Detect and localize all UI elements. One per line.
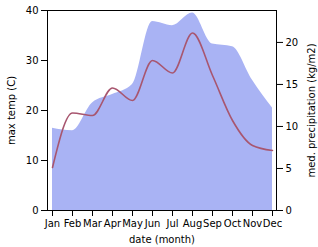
- svg-text:Sep: Sep: [203, 218, 222, 229]
- svg-text:Aug: Aug: [183, 218, 203, 229]
- svg-text:20: 20: [286, 37, 299, 48]
- svg-text:Dec: Dec: [263, 218, 282, 229]
- svg-text:Nov: Nov: [243, 218, 263, 229]
- svg-text:May: May: [122, 218, 143, 229]
- svg-text:0: 0: [32, 205, 38, 216]
- svg-text:Oct: Oct: [224, 218, 241, 229]
- svg-text:30: 30: [26, 55, 39, 66]
- svg-text:Mar: Mar: [83, 218, 103, 229]
- svg-text:max temp (C): max temp (C): [6, 76, 17, 145]
- svg-text:Apr: Apr: [104, 218, 122, 229]
- svg-text:40: 40: [26, 5, 39, 16]
- svg-text:Jun: Jun: [144, 218, 161, 229]
- svg-text:Feb: Feb: [64, 218, 82, 229]
- svg-text:15: 15: [286, 79, 299, 90]
- svg-text:10: 10: [26, 155, 39, 166]
- svg-text:date (month): date (month): [129, 234, 195, 245]
- svg-text:20: 20: [26, 105, 39, 116]
- svg-text:10: 10: [286, 121, 299, 132]
- svg-text:med. precipitation (kg/m2): med. precipitation (kg/m2): [306, 43, 317, 177]
- svg-text:Jan: Jan: [44, 218, 60, 229]
- svg-text:5: 5: [286, 163, 292, 174]
- svg-text:Jul: Jul: [165, 218, 178, 229]
- svg-text:0: 0: [286, 205, 292, 216]
